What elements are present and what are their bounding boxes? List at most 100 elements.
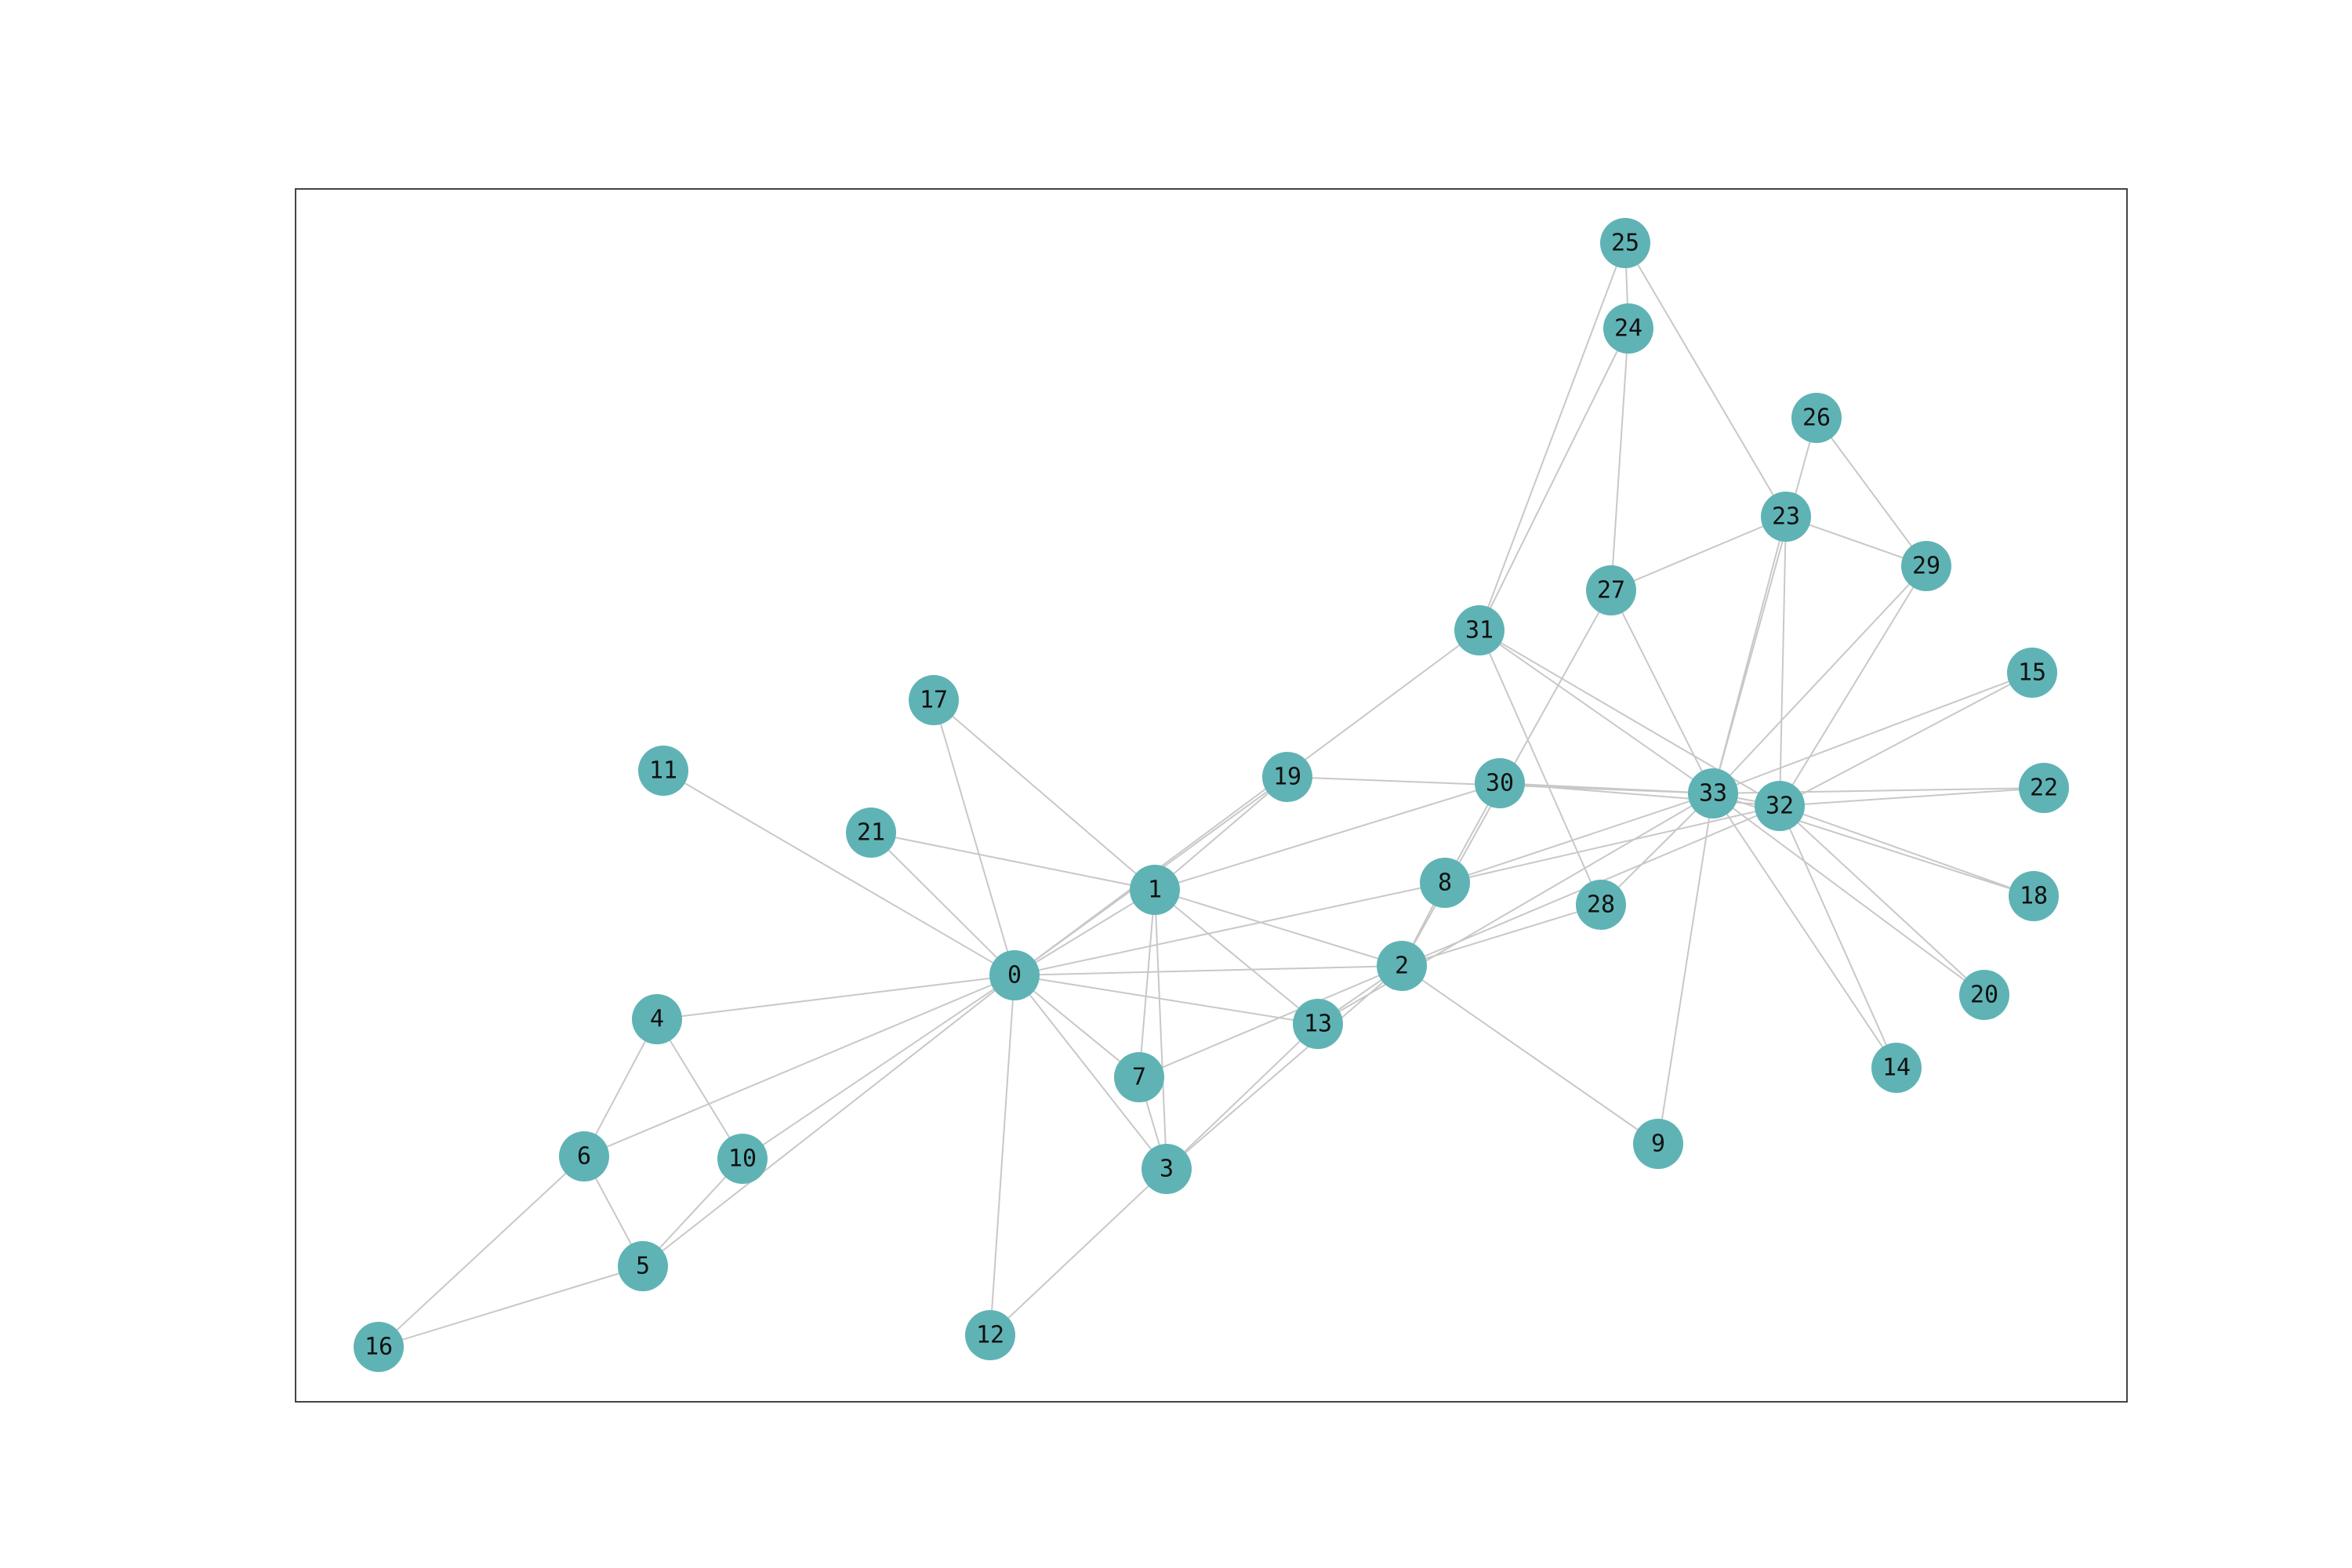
node-circle-17 xyxy=(909,675,959,725)
node-27: 27 xyxy=(1586,565,1636,615)
node-circle-5 xyxy=(618,1241,668,1291)
node-25: 25 xyxy=(1600,218,1650,268)
edge-8-32 xyxy=(1444,805,1780,884)
edge-0-13 xyxy=(1014,975,1319,1025)
edge-24-27 xyxy=(1610,328,1629,591)
node-circle-2 xyxy=(1377,941,1427,991)
node-circle-15 xyxy=(2007,648,2057,698)
node-circle-16 xyxy=(354,1322,404,1372)
node-circle-28 xyxy=(1576,880,1626,930)
edge-26-29 xyxy=(1816,417,1927,567)
node-circle-4 xyxy=(632,994,682,1044)
node-circle-6 xyxy=(559,1131,609,1181)
node-label-23: 23 xyxy=(1772,503,1800,531)
edge-0-7 xyxy=(1014,975,1140,1078)
node-circle-32 xyxy=(1755,781,1805,831)
node-label-15: 15 xyxy=(2018,659,2046,687)
node-circle-1 xyxy=(1130,865,1180,915)
node-circle-31 xyxy=(1454,605,1504,655)
edge-4-10 xyxy=(656,1018,743,1160)
edge-23-27 xyxy=(1610,516,1787,591)
node-label-7: 7 xyxy=(1132,1064,1146,1091)
edge-26-33 xyxy=(1712,417,1817,794)
node-label-18: 18 xyxy=(2020,883,2048,910)
node-label-4: 4 xyxy=(650,1006,664,1033)
node-2: 2 xyxy=(1377,941,1427,991)
edge-6-16 xyxy=(378,1156,585,1348)
node-circle-30 xyxy=(1475,758,1525,808)
node-label-2: 2 xyxy=(1395,953,1409,980)
edge-22-32 xyxy=(1779,787,2045,807)
edge-20-32 xyxy=(1779,805,1985,996)
node-circle-18 xyxy=(2009,871,2059,921)
node-13: 13 xyxy=(1293,999,1343,1049)
edge-1-30 xyxy=(1154,782,1501,891)
edge-23-32 xyxy=(1779,516,1787,807)
edge-20-33 xyxy=(1712,793,1985,996)
node-circle-3 xyxy=(1142,1144,1192,1194)
node-30: 30 xyxy=(1475,758,1525,808)
edge-0-21 xyxy=(870,832,1015,976)
edge-0-31 xyxy=(1014,630,1480,976)
node-label-5: 5 xyxy=(636,1253,650,1280)
edge-1-21 xyxy=(870,832,1156,891)
node-11: 11 xyxy=(638,746,688,796)
node-label-14: 14 xyxy=(1882,1054,1911,1082)
node-17: 17 xyxy=(909,675,959,725)
node-label-1: 1 xyxy=(1148,877,1162,904)
node-label-32: 32 xyxy=(1766,793,1794,820)
edge-29-33 xyxy=(1712,565,1927,794)
edge-25-31 xyxy=(1479,242,1626,631)
node-16: 16 xyxy=(354,1322,404,1372)
node-24: 24 xyxy=(1603,303,1653,354)
edge-31-33 xyxy=(1479,630,1714,794)
nodes-layer: 0123456789101112131415161718192021222324… xyxy=(354,218,2069,1372)
node-label-25: 25 xyxy=(1611,230,1639,257)
node-33: 33 xyxy=(1688,768,1738,818)
edge-1-2 xyxy=(1154,889,1403,967)
edge-24-31 xyxy=(1479,328,1629,631)
edge-0-2 xyxy=(1014,965,1403,976)
edge-23-25 xyxy=(1624,242,1787,517)
node-circle-33 xyxy=(1688,768,1738,818)
edge-1-7 xyxy=(1138,889,1156,1078)
node-circle-25 xyxy=(1600,218,1650,268)
node-8: 8 xyxy=(1420,858,1470,908)
edge-0-5 xyxy=(642,975,1015,1267)
edge-8-33 xyxy=(1444,793,1714,884)
node-10: 10 xyxy=(717,1134,768,1184)
node-label-19: 19 xyxy=(1273,764,1301,791)
edge-3-12 xyxy=(989,1168,1167,1336)
node-9: 9 xyxy=(1633,1119,1683,1169)
node-label-9: 9 xyxy=(1651,1131,1665,1158)
node-circle-21 xyxy=(846,808,896,858)
edge-5-16 xyxy=(378,1265,644,1348)
node-circle-8 xyxy=(1420,858,1470,908)
node-22: 22 xyxy=(2019,763,2069,813)
node-circle-12 xyxy=(965,1310,1015,1360)
node-label-10: 10 xyxy=(728,1145,757,1173)
node-circle-10 xyxy=(717,1134,768,1184)
node-12: 12 xyxy=(965,1310,1015,1360)
edge-4-6 xyxy=(583,1018,658,1157)
node-label-12: 12 xyxy=(976,1322,1004,1349)
node-label-8: 8 xyxy=(1438,869,1452,897)
node-0: 0 xyxy=(989,950,1040,1000)
edge-14-32 xyxy=(1779,805,1897,1069)
edge-15-33 xyxy=(1712,672,2033,794)
node-label-21: 21 xyxy=(857,819,885,847)
node-29: 29 xyxy=(1901,541,1951,591)
node-label-20: 20 xyxy=(1970,982,1998,1009)
edge-0-17 xyxy=(933,699,1015,976)
node-3: 3 xyxy=(1142,1144,1192,1194)
edge-1-3 xyxy=(1154,889,1167,1170)
edge-0-11 xyxy=(662,770,1015,976)
node-label-29: 29 xyxy=(1912,553,1940,580)
node-circle-26 xyxy=(1791,393,1842,443)
node-label-30: 30 xyxy=(1486,770,1514,797)
edge-27-33 xyxy=(1610,590,1714,794)
node-circle-9 xyxy=(1633,1119,1683,1169)
edge-13-33 xyxy=(1317,793,1714,1025)
node-label-31: 31 xyxy=(1465,617,1494,644)
node-circle-11 xyxy=(638,746,688,796)
